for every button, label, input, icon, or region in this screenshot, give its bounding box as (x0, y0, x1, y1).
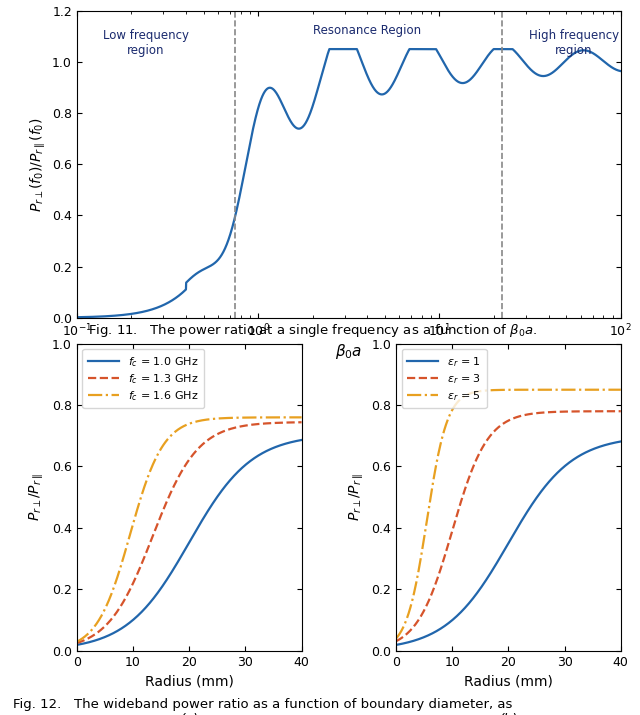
$\varepsilon_r$ = 1 (617, 437, 625, 445)
$\varepsilon_r$ = 3 (617, 407, 625, 415)
$\varepsilon_r$ = 5 (499, 385, 507, 394)
$\varepsilon_r$ = 3 (612, 407, 620, 415)
$\varepsilon_r$ = 5 (577, 385, 584, 394)
$\varepsilon_r$ = 1 (612, 438, 620, 447)
$f_c$ = 1.6 GHz (292, 413, 300, 422)
X-axis label: Radius (mm): Radius (mm) (464, 674, 553, 688)
Y-axis label: $P_{r\perp}(f_0)/P_{r\parallel}(f_0)$: $P_{r\perp}(f_0)/P_{r\parallel}(f_0)$ (28, 117, 48, 212)
$\varepsilon_r$ = 3 (499, 420, 507, 428)
Line: $\varepsilon_r$ = 5: $\varepsilon_r$ = 5 (396, 390, 621, 638)
$f_c$ = 1.3 GHz (180, 464, 188, 473)
$\varepsilon_r$ = 1 (526, 503, 534, 512)
$\varepsilon_r$ = 3 (500, 419, 508, 428)
$f_c$ = 1.0 GHz (298, 435, 305, 444)
Text: Resonance Region: Resonance Region (313, 24, 421, 36)
$\varepsilon_r$ = 5 (617, 385, 625, 394)
$f_c$ = 1.3 GHz (73, 638, 81, 647)
Text: Low frequency
region: Low frequency region (103, 29, 189, 56)
$f_c$ = 1.0 GHz (180, 548, 188, 556)
$f_c$ = 1.6 GHz (257, 413, 265, 422)
Text: (b): (b) (499, 712, 518, 715)
$\varepsilon_r$ = 5 (526, 385, 534, 394)
$\varepsilon_r$ = 5 (612, 385, 620, 394)
$\varepsilon_r$ = 1 (577, 451, 584, 460)
Line: $f_c$ = 1.6 GHz: $f_c$ = 1.6 GHz (77, 418, 301, 642)
Line: $f_c$ = 1.3 GHz: $f_c$ = 1.3 GHz (77, 423, 301, 643)
$\varepsilon_r$ = 1 (392, 641, 400, 649)
$f_c$ = 1.0 GHz (292, 437, 300, 445)
$f_c$ = 1.3 GHz (195, 444, 202, 453)
$\varepsilon_r$ = 1 (514, 523, 522, 532)
Line: $\varepsilon_r$ = 1: $\varepsilon_r$ = 1 (396, 441, 621, 645)
$f_c$ = 1.0 GHz (73, 641, 81, 649)
$f_c$ = 1.6 GHz (73, 638, 81, 646)
Text: (a): (a) (180, 712, 199, 715)
X-axis label: $\beta_0 a$: $\beta_0 a$ (335, 342, 362, 361)
$\varepsilon_r$ = 1 (500, 546, 508, 555)
Legend: $f_c$ = 1.0 GHz, $f_c$ = 1.3 GHz, $f_c$ = 1.6 GHz: $f_c$ = 1.0 GHz, $f_c$ = 1.3 GHz, $f_c$ … (83, 349, 204, 408)
$\varepsilon_r$ = 3 (514, 413, 522, 421)
$\varepsilon_r$ = 1 (499, 548, 507, 557)
$f_c$ = 1.3 GHz (292, 418, 300, 427)
Line: $f_c$ = 1.0 GHz: $f_c$ = 1.0 GHz (77, 440, 301, 645)
$f_c$ = 1.3 GHz (207, 434, 214, 443)
Line: $\varepsilon_r$ = 3: $\varepsilon_r$ = 3 (396, 411, 621, 641)
Text: Fig. 12.   The wideband power ratio as a function of boundary diameter, as: Fig. 12. The wideband power ratio as a f… (13, 699, 512, 711)
$\varepsilon_r$ = 3 (392, 637, 400, 646)
Y-axis label: $P_{r\perp}/P_{r\parallel}$: $P_{r\perp}/P_{r\parallel}$ (28, 473, 46, 521)
$\varepsilon_r$ = 5 (392, 634, 400, 643)
$f_c$ = 1.0 GHz (257, 450, 265, 458)
$\varepsilon_r$ = 3 (526, 410, 534, 418)
$\varepsilon_r$ = 3 (577, 407, 584, 415)
$f_c$ = 1.6 GHz (195, 417, 202, 425)
$f_c$ = 1.6 GHz (298, 413, 305, 422)
$f_c$ = 1.3 GHz (298, 418, 305, 427)
Legend: $\varepsilon_r$ = 1, $\varepsilon_r$ = 3, $\varepsilon_r$ = 5: $\varepsilon_r$ = 1, $\varepsilon_r$ = 3… (401, 349, 486, 408)
$f_c$ = 1.6 GHz (180, 422, 188, 430)
$f_c$ = 1.6 GHz (207, 415, 214, 423)
X-axis label: Radius (mm): Radius (mm) (145, 674, 234, 688)
$\varepsilon_r$ = 5 (500, 385, 508, 394)
$f_c$ = 1.0 GHz (181, 546, 189, 554)
Y-axis label: $P_{r\perp}/P_{r\parallel}$: $P_{r\perp}/P_{r\parallel}$ (348, 473, 365, 521)
$f_c$ = 1.6 GHz (181, 421, 189, 430)
$f_c$ = 1.0 GHz (207, 503, 214, 511)
$f_c$ = 1.0 GHz (195, 522, 202, 531)
$\varepsilon_r$ = 5 (514, 385, 522, 394)
$f_c$ = 1.3 GHz (181, 462, 189, 470)
Text: High frequency
region: High frequency region (529, 29, 619, 56)
Text: Fig. 11.   The power ratio at a single frequency as a function of $\beta_0 a$.: Fig. 11. The power ratio at a single fre… (88, 322, 537, 339)
$f_c$ = 1.3 GHz (257, 420, 265, 428)
